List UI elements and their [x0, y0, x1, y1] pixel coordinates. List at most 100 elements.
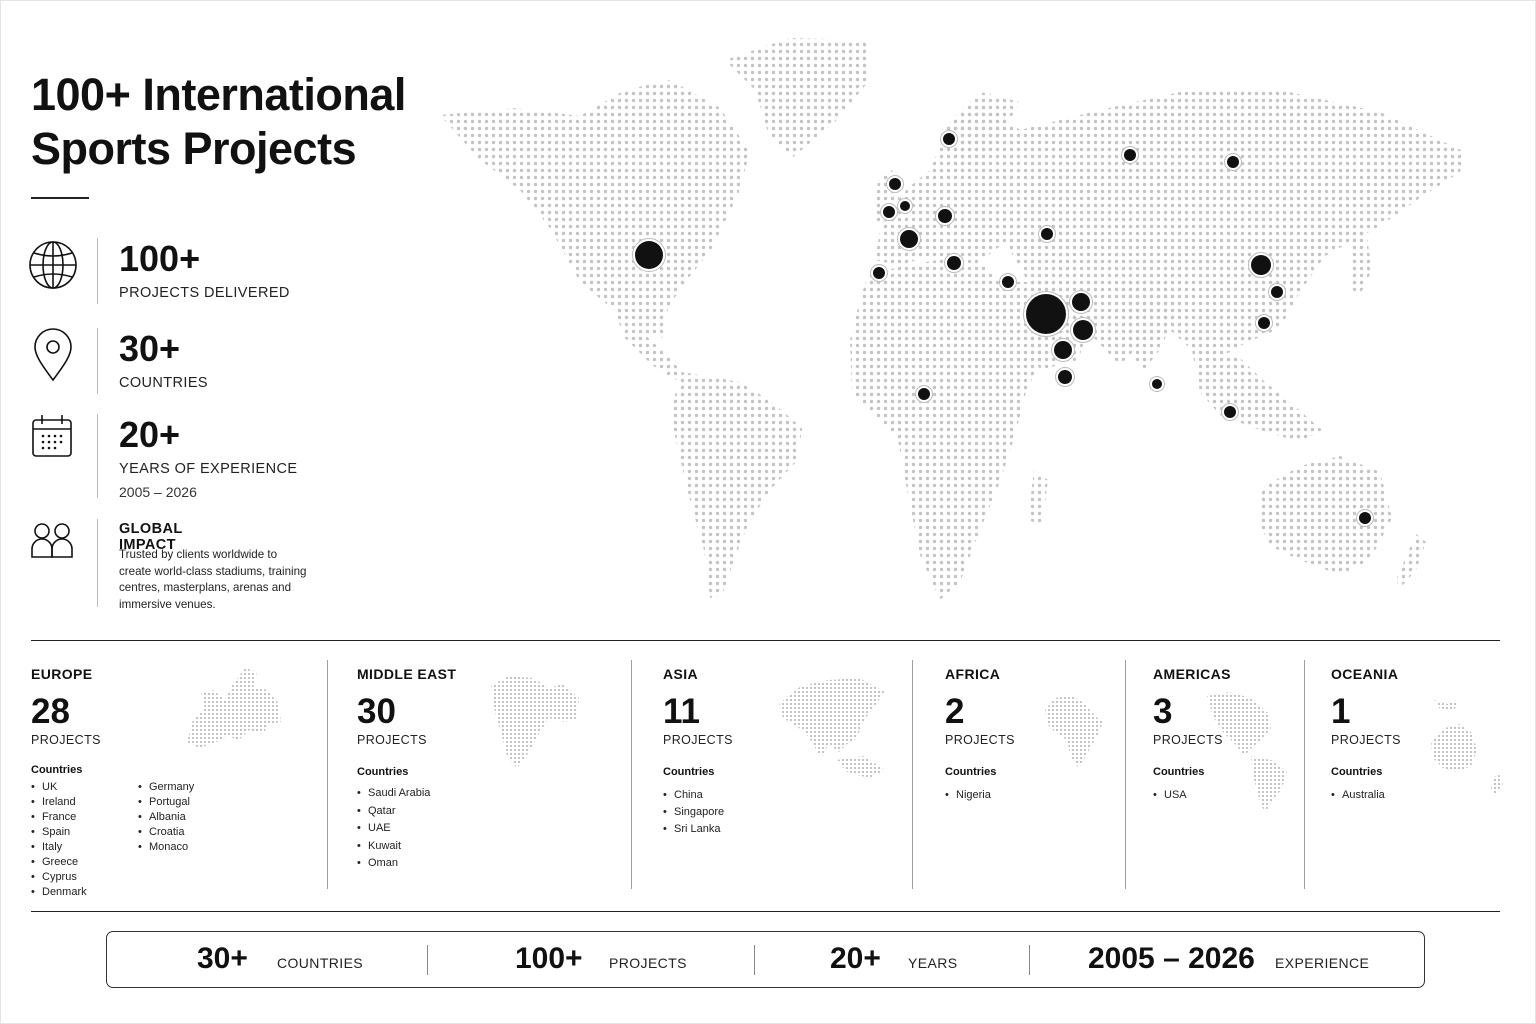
- map-marker: [900, 201, 910, 211]
- map-marker: [635, 241, 663, 269]
- map-marker: [1359, 512, 1371, 524]
- page-title: 100+ International Sports Projects: [31, 68, 451, 176]
- summary-label: COUNTRIES: [277, 955, 364, 971]
- country-item: Sri Lanka: [663, 821, 724, 838]
- region-europe: EUROPE 28 PROJECTS Countries UK Ireland …: [31, 664, 321, 900]
- landmass-australia: [1258, 456, 1392, 575]
- landmass-india: [1120, 282, 1180, 372]
- map-marker: [1152, 379, 1162, 389]
- world-map-land: [440, 38, 1465, 600]
- map-marker: [1054, 341, 1072, 359]
- region-separator: [1304, 660, 1305, 889]
- landmass-south-america: [670, 372, 802, 598]
- oceania-mini-map: [1431, 700, 1503, 794]
- region-project-count: 3: [1153, 692, 1173, 731]
- stat-sublabel: 2005 – 2026: [119, 484, 197, 500]
- region-americas: AMERICAS 3 PROJECTS Countries USA: [1153, 664, 1298, 896]
- stat-divider: [97, 238, 98, 304]
- page-title-line-2: Sports Projects: [31, 123, 357, 174]
- region-name: EUROPE: [31, 666, 93, 682]
- globe-icon: [29, 241, 77, 289]
- map-marker: [1026, 294, 1066, 334]
- map-marker: [1073, 320, 1093, 340]
- africa-mini-map: [1045, 696, 1103, 768]
- region-name: AFRICA: [945, 666, 1001, 682]
- map-marker: [883, 206, 895, 218]
- calendar-icon: [32, 415, 72, 457]
- americas-mini-map: [1207, 692, 1287, 814]
- map-marker: [1072, 293, 1090, 311]
- asia-mini-map: [779, 678, 885, 778]
- region-count-unit: PROJECTS: [945, 733, 1015, 747]
- summary-separator: [754, 945, 755, 975]
- country-item: Spain: [31, 825, 87, 840]
- world-map: [440, 38, 1465, 600]
- map-marker: [1227, 156, 1239, 168]
- region-name: AMERICAS: [1153, 666, 1231, 682]
- landmass-africa: [850, 258, 1045, 600]
- region-count-unit: PROJECTS: [663, 733, 733, 747]
- country-item: Oman: [357, 855, 430, 873]
- summary-separator: [427, 945, 428, 975]
- stat-label: COUNTRIES: [119, 375, 208, 391]
- countries-heading: Countries: [663, 766, 715, 778]
- impact-heading: GLOBAL IMPACT: [119, 521, 183, 553]
- summary-label: YEARS: [908, 955, 958, 971]
- country-item: Germany: [138, 780, 194, 795]
- map-markers: [632, 130, 1374, 527]
- country-item: Ireland: [31, 795, 87, 810]
- stat-divider: [97, 414, 98, 498]
- countries-heading: Countries: [1331, 766, 1383, 778]
- map-marker: [1124, 149, 1136, 161]
- country-item: UAE: [357, 820, 430, 838]
- summary-label: EXPERIENCE: [1275, 955, 1370, 971]
- map-marker: [1224, 406, 1236, 418]
- country-list: Australia: [1331, 787, 1385, 804]
- stat-value: 30+: [119, 328, 181, 369]
- summary-bar: 30+ COUNTRIES 100+ PROJECTS 20+ YEARS 20…: [106, 931, 1425, 988]
- map-pin-icon: [34, 328, 72, 382]
- country-item: Saudi Arabia: [357, 785, 430, 803]
- region-project-count: 1: [1331, 692, 1351, 731]
- map-marker: [1251, 255, 1271, 275]
- country-item: Croatia: [138, 825, 194, 840]
- country-item: USA: [1153, 787, 1187, 804]
- country-list-column-2: Germany Portugal Albania Croatia Monaco: [138, 780, 194, 855]
- countries-heading: Countries: [31, 764, 83, 776]
- landmass-scandinavia: [940, 92, 1020, 170]
- summary-value: 30+: [197, 942, 248, 975]
- region-africa: AFRICA 2 PROJECTS Countries Nigeria: [945, 664, 1115, 896]
- region-separator: [912, 660, 913, 889]
- region-oceania: OCEANIA 1 PROJECTS Countries Australia: [1331, 664, 1511, 896]
- country-list: UK Ireland France Spain Italy Greece Cyp…: [31, 780, 87, 900]
- stat-label: YEARS OF EXPERIENCE: [119, 461, 298, 477]
- country-list: Saudi Arabia Qatar UAE Kuwait Oman: [357, 785, 430, 873]
- countries-heading: Countries: [1153, 766, 1205, 778]
- region-project-count: 30: [357, 692, 396, 731]
- summary-label: PROJECTS: [609, 955, 687, 971]
- countries-heading: Countries: [357, 766, 409, 778]
- region-separator: [631, 660, 632, 889]
- landmass-new-zealand: [1396, 534, 1426, 588]
- region-project-count: 11: [663, 692, 700, 731]
- stat-label: PROJECTS DELIVERED: [119, 285, 290, 301]
- region-project-count: 28: [31, 692, 70, 731]
- region-separator: [1125, 660, 1126, 889]
- region-name: OCEANIA: [1331, 666, 1399, 682]
- country-item: Qatar: [357, 803, 430, 821]
- region-separator: [327, 660, 328, 889]
- country-item: Kuwait: [357, 838, 430, 856]
- country-list: Nigeria: [945, 787, 991, 804]
- landmass-greenland: [725, 38, 870, 158]
- impact-description: Trusted by clients worldwide to create w…: [119, 548, 307, 611]
- region-middle-east: MIDDLE EAST 30 PROJECTS Countries Saudi …: [357, 664, 617, 896]
- region-count-unit: PROJECTS: [1153, 733, 1223, 747]
- map-marker: [1002, 276, 1014, 288]
- landmass-central-america: [614, 310, 682, 380]
- map-marker: [947, 256, 961, 270]
- landmass-southeast-asia: [1192, 350, 1322, 442]
- country-item: Denmark: [31, 885, 87, 900]
- landmass-north-america: [440, 80, 750, 338]
- map-marker: [1041, 228, 1053, 240]
- region-name: ASIA: [663, 666, 699, 682]
